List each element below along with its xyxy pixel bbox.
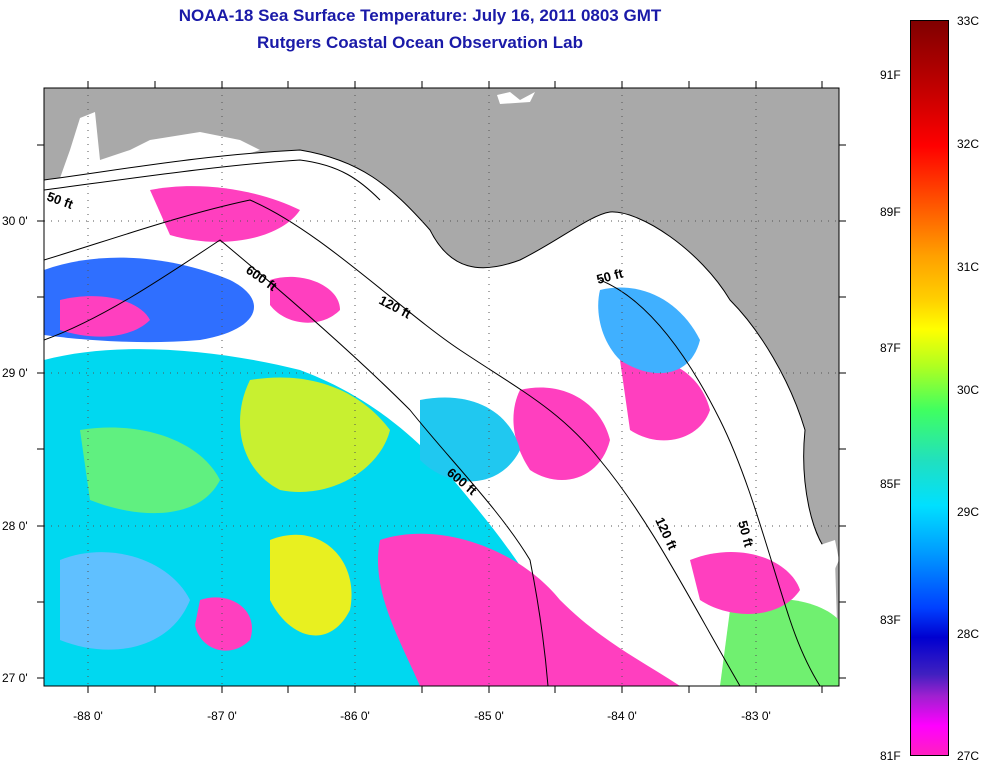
- sst-lightblue: [60, 552, 190, 650]
- lon-label: -83 0': [741, 709, 771, 723]
- temperature-colorbar: [910, 20, 949, 756]
- coastline: [44, 149, 836, 561]
- sst-yellow: [270, 534, 352, 636]
- sst-pink-7: [270, 276, 340, 323]
- colorbar-celsius-label: 31C: [957, 260, 980, 274]
- contour-label: 50 ft: [735, 519, 757, 549]
- contour-120ft: [44, 199, 741, 686]
- colorbar-celsius-label: 33C: [957, 14, 980, 28]
- colorbar-celsius-label: 30C: [957, 383, 980, 397]
- contour-600ft: [44, 239, 549, 686]
- map-title: NOAA-18 Sea Surface Temperature: July 16…: [178, 6, 662, 25]
- colorbar-fahrenheit-label: 91F: [880, 68, 901, 82]
- lon-label: -86 0': [340, 709, 370, 723]
- sst-pink-3: [620, 357, 710, 441]
- sst-pink-4: [150, 186, 300, 242]
- colorbar-celsius-label: 32C: [957, 137, 980, 151]
- colorbar-fahrenheit-label: 87F: [880, 341, 901, 355]
- contour-50ft-west: [44, 159, 381, 201]
- sst-pink-2: [513, 387, 610, 480]
- colorbar-fahrenheit-label: 83F: [880, 613, 901, 627]
- lon-label: -88 0': [73, 709, 103, 723]
- sst-green-se: [720, 599, 839, 686]
- sst-pink-8: [195, 597, 252, 651]
- map-frame: [43, 87, 840, 687]
- lon-label: -85 0': [474, 709, 504, 723]
- sst-cyan-shelf: [598, 287, 700, 374]
- sst-green: [80, 427, 220, 514]
- sst-pink-1: [378, 533, 680, 686]
- contour-50ft-east: [599, 279, 821, 686]
- colorbar-fahrenheit-label: 89F: [880, 205, 901, 219]
- colorbar-celsius-label: 28C: [957, 627, 980, 641]
- lat-label: 30 0': [2, 214, 28, 228]
- lat-label: 28 0': [2, 519, 28, 533]
- tick-marks: [37, 81, 846, 693]
- map-subtitle: Rutgers Coastal Ocean Observation Lab: [257, 33, 583, 52]
- map-area: 50 ft 600 ft 120 ft 50 ft 600 ft 120 ft …: [44, 88, 839, 686]
- island: [497, 92, 535, 104]
- lon-label: -84 0': [607, 709, 637, 723]
- island-florida: [818, 540, 839, 580]
- contour-label: 50 ft: [595, 265, 625, 287]
- colorbar-fahrenheit-label: 85F: [880, 477, 901, 491]
- sst-cyan-mid: [420, 397, 520, 482]
- sst-pink-5: [60, 296, 150, 337]
- sst-pink-6: [690, 551, 800, 614]
- sst-yellowgreen: [240, 377, 390, 492]
- lon-label: -87 0': [207, 709, 237, 723]
- coast-detail: [60, 112, 260, 178]
- colorbar-celsius-label: 29C: [957, 505, 980, 519]
- colorbar-fahrenheit-label: 81F: [880, 749, 901, 763]
- colorbar-celsius-label: 27C: [957, 749, 980, 763]
- lat-label: 27 0': [2, 671, 28, 685]
- lat-label: 29 0': [2, 366, 28, 380]
